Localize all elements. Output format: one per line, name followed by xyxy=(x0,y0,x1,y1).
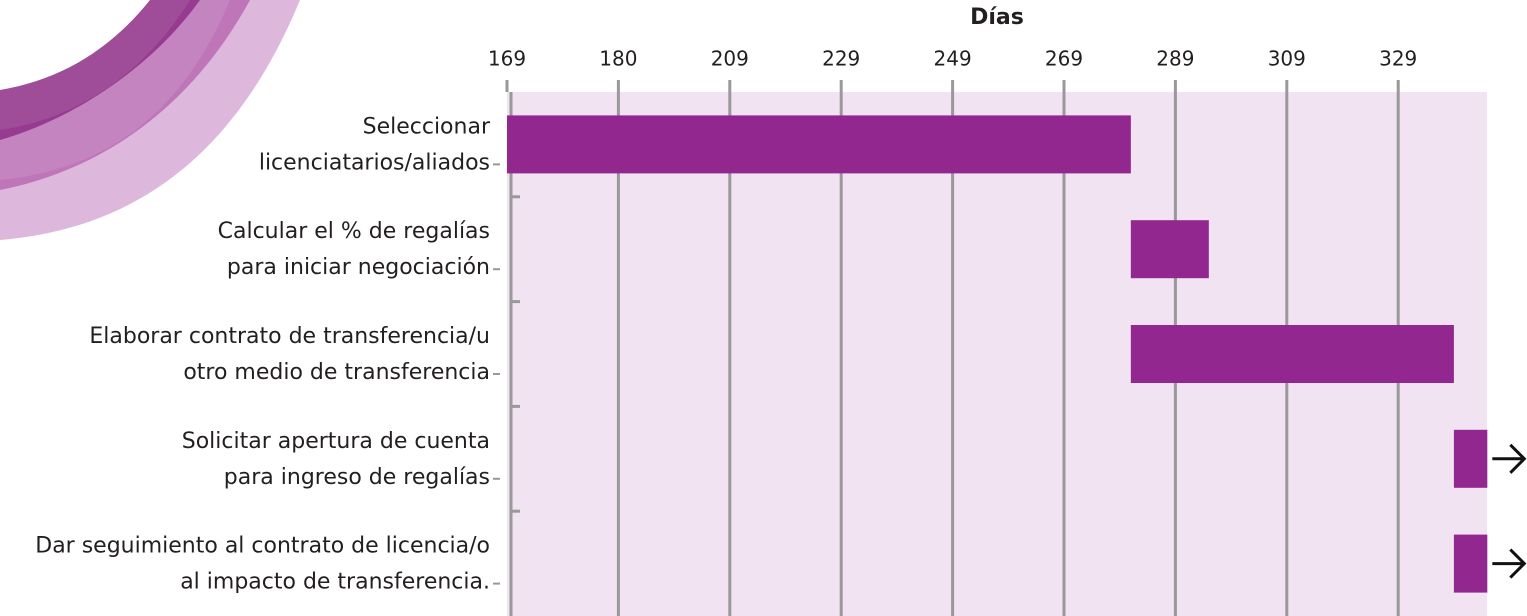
task-label: Dar seguimiento al contrato de licencia/… xyxy=(35,534,490,559)
x-tick-label: 329 xyxy=(1379,47,1417,71)
x-tick-label: 209 xyxy=(711,47,749,71)
x-tick-label: 269 xyxy=(1045,47,1083,71)
decoration xyxy=(0,0,300,240)
continuation-arrow xyxy=(1492,443,1527,474)
task-label: licenciatarios/aliados xyxy=(259,150,490,175)
continuation-arrow xyxy=(1492,548,1527,579)
x-tick-label: 229 xyxy=(822,47,860,71)
task-label: otro medio de transferencia xyxy=(183,360,490,385)
task-label: Elaborar contrato de transferencia/u xyxy=(89,324,490,349)
bar xyxy=(1453,429,1488,488)
x-tick-label: 249 xyxy=(934,47,972,71)
task-label: Seleccionar xyxy=(363,114,491,139)
task-label: Solicitar apertura de cuenta xyxy=(182,429,490,454)
task-label: para iniciar negociación xyxy=(227,255,490,280)
bar xyxy=(507,115,1131,174)
bar xyxy=(1130,325,1454,383)
bar xyxy=(1130,220,1209,279)
task-label: para ingreso de regalías xyxy=(224,465,490,490)
x-tick-label: 180 xyxy=(599,47,637,71)
x-tick-label: 169 xyxy=(488,47,526,71)
x-tick-label: 309 xyxy=(1268,47,1306,71)
task-label: Calcular el % de regalías xyxy=(218,219,490,244)
axis-title: Días xyxy=(970,5,1024,30)
task-label: al impacto de transferencia. xyxy=(180,570,490,595)
bar xyxy=(1453,534,1488,593)
x-tick-label: 289 xyxy=(1156,47,1194,71)
